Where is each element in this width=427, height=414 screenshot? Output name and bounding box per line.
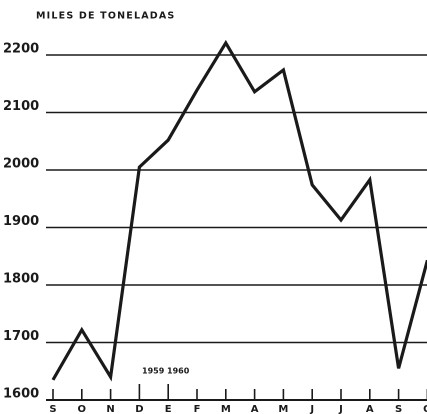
y-tick-label: 1800 (3, 272, 39, 287)
x-tick-label: O (423, 404, 427, 414)
x-tick-label: J (338, 404, 343, 414)
x-tick-label: M (221, 404, 231, 414)
x-tick-label: M (278, 404, 288, 414)
y-tick-label: 1600 (3, 387, 39, 402)
x-tick-label: F (194, 404, 201, 414)
y-tick-label: 2200 (3, 42, 39, 57)
x-tick-label: A (366, 404, 374, 414)
y-tick-label: 2000 (3, 157, 39, 172)
x-tick-label: E (165, 404, 172, 414)
annotation: 1959 1960 (142, 367, 190, 376)
y-tick-label: 1700 (3, 329, 39, 344)
x-tick-label: J (309, 404, 314, 414)
y-tick-label: 2100 (3, 99, 39, 114)
x-tick-label: S (49, 404, 56, 414)
x-tick-label: O (78, 404, 87, 414)
x-tick-label: A (251, 404, 259, 414)
x-tick-label: N (106, 404, 114, 414)
y-tick-label: 1900 (3, 214, 39, 229)
x-tick-label: D (135, 404, 143, 414)
data-line (51, 39, 427, 382)
chart-title: MILES DE TONELADAS (36, 11, 175, 22)
x-tick-label: S (395, 404, 402, 414)
